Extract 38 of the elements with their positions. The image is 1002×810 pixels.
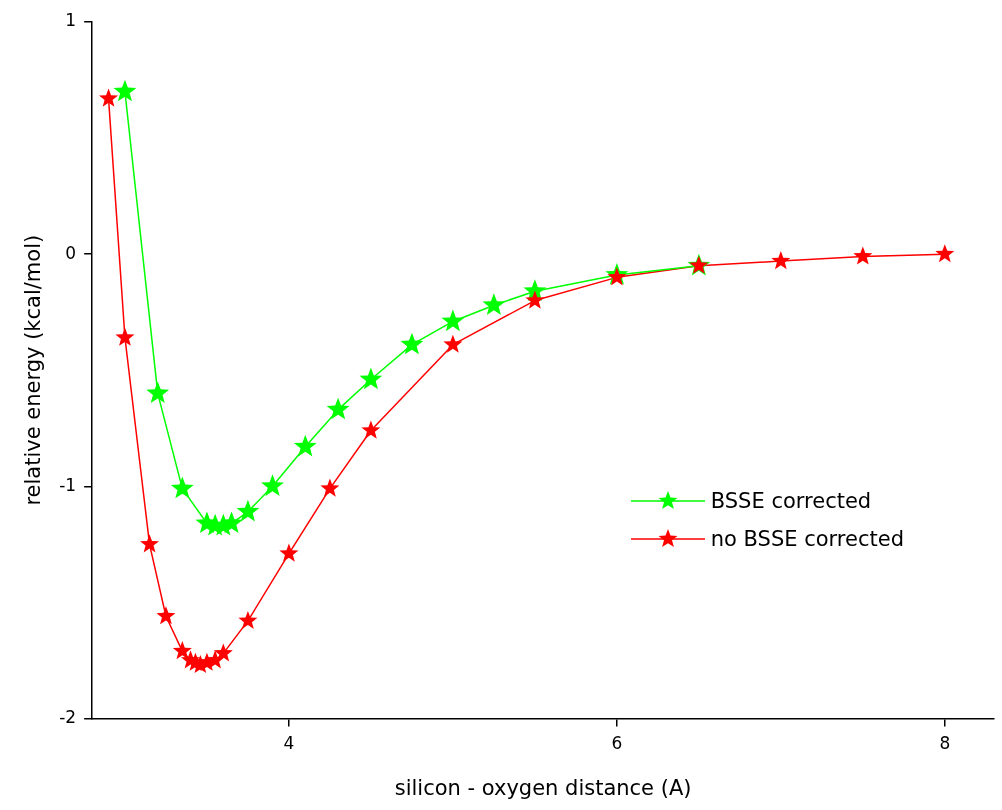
y-tick-label: -2 (59, 706, 77, 727)
point (443, 334, 463, 353)
point (220, 511, 243, 534)
y-tick-label: 1 (65, 10, 77, 31)
y-tick-label: -1 (59, 474, 77, 495)
y-axis-title: relative energy (kcal/mol) (21, 234, 46, 506)
point (482, 293, 506, 315)
legend-label: no BSSE corrected (710, 526, 904, 551)
x-tick-label: 4 (283, 733, 295, 754)
point (115, 327, 135, 346)
point (525, 290, 545, 309)
point (170, 476, 194, 499)
point (213, 643, 233, 662)
point (326, 397, 350, 420)
point (238, 610, 258, 629)
point (279, 543, 299, 562)
x-tick-label: 8 (939, 733, 951, 754)
point (140, 534, 160, 553)
point (935, 244, 955, 263)
point (156, 606, 176, 625)
x-axis-title: silicon - oxygen distance (A) (394, 775, 692, 800)
point (293, 434, 317, 457)
point (320, 478, 340, 497)
point (361, 420, 381, 439)
point (99, 88, 119, 107)
point (172, 641, 192, 660)
y-tick-label: 0 (65, 242, 77, 263)
point (853, 246, 873, 265)
point (359, 367, 383, 390)
legend-label: BSSE corrected (710, 488, 872, 513)
point (441, 309, 465, 332)
point (261, 474, 284, 496)
point (113, 79, 137, 102)
point (400, 332, 424, 355)
point (771, 251, 791, 270)
point (146, 381, 170, 404)
x-tick-label: 6 (611, 733, 623, 754)
point (236, 499, 260, 522)
